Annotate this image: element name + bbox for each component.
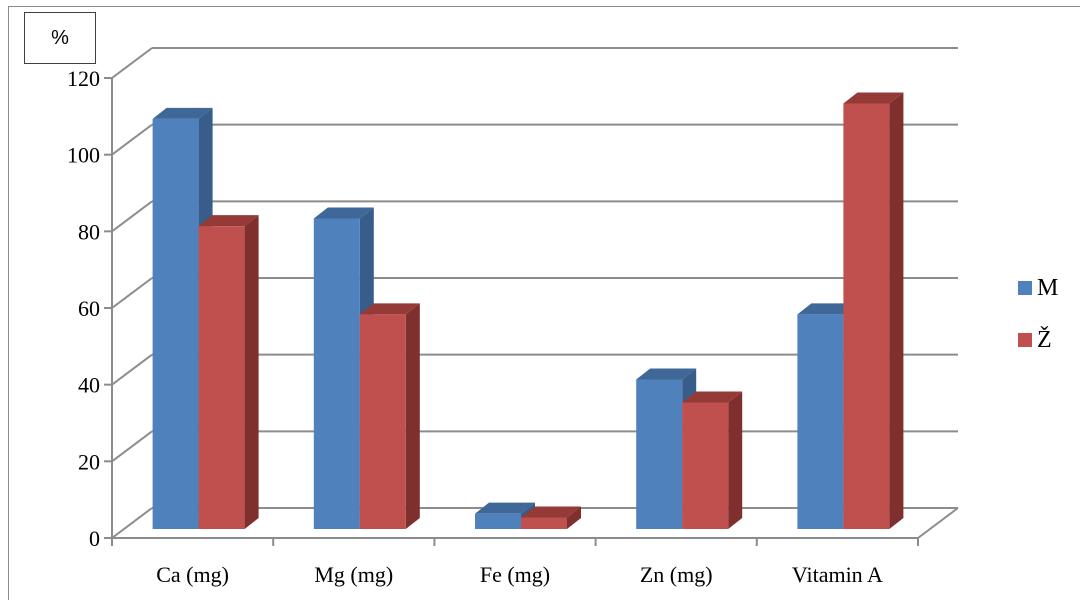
gridline-depth <box>111 47 153 79</box>
bar-top <box>475 502 535 514</box>
bar-Ž-Vitamin-A <box>843 92 904 529</box>
bar-top <box>797 303 858 315</box>
x-tick-label: Fe (mg) <box>480 562 550 587</box>
y-tick-label: 0 <box>89 526 100 551</box>
bar-front <box>313 218 360 529</box>
bar-side <box>728 391 743 529</box>
bar-Ž-Ca-(mg) <box>198 215 259 529</box>
y-tick-label: 40 <box>78 373 100 398</box>
bar-front <box>521 517 567 529</box>
x-axis-labels: Ca (mg) Mg (mg) Fe (mg) Zn (mg) Vitamin A <box>156 562 883 587</box>
bar-front <box>475 513 521 529</box>
x-tick-label: Zn (mg) <box>640 562 713 587</box>
bar-top <box>521 506 581 518</box>
legend-swatch-M <box>1018 281 1032 295</box>
bar-top <box>152 107 213 119</box>
gridline-depth <box>111 200 153 233</box>
bar-front <box>198 226 245 529</box>
gridline-depth <box>111 277 153 309</box>
bar-front <box>152 118 199 529</box>
legend: MŽ <box>1018 275 1058 353</box>
y-unit-label: % <box>24 12 96 64</box>
bar-Ž-Mg-(mg) <box>359 303 420 529</box>
y-tick-label: 60 <box>78 296 100 321</box>
bar-top <box>359 303 420 315</box>
bar-top <box>313 207 374 219</box>
y-axis: 0 20 40 60 80 100 120 <box>67 66 919 551</box>
x-tick-label: Ca (mg) <box>156 562 229 587</box>
x-tick-label: Vitamin A <box>792 562 883 587</box>
bar-side <box>567 506 581 529</box>
floor-edge <box>917 507 959 539</box>
legend-label-Ž: Ž <box>1037 327 1052 353</box>
bars <box>152 92 904 529</box>
bar-Ž-Zn-(mg) <box>682 391 743 529</box>
gridline-depth <box>111 123 153 156</box>
legend-label-M: M <box>1037 275 1058 301</box>
bar-front <box>636 379 683 529</box>
bar-front <box>359 314 406 529</box>
y-tick-label: 80 <box>78 219 100 244</box>
x-tick-label: Mg (mg) <box>314 562 393 587</box>
legend-swatch-Ž <box>1018 333 1032 347</box>
gridline-depth <box>111 507 153 539</box>
bar-side <box>889 92 904 529</box>
y-tick-label: 20 <box>78 449 100 474</box>
y-tick-label: 100 <box>67 143 100 168</box>
chart-area <box>8 6 1080 600</box>
bar-front <box>682 402 729 529</box>
bar-top <box>198 215 259 227</box>
bar-side <box>405 303 420 529</box>
bar-top <box>636 368 697 380</box>
bar-front <box>797 314 844 529</box>
bar-top <box>843 92 904 104</box>
y-tick-label: 120 <box>67 66 100 91</box>
gridline-depth <box>111 353 153 386</box>
bar-side <box>244 215 259 529</box>
bar-top <box>682 391 743 403</box>
bar-front <box>843 103 890 529</box>
bar-Ž-Fe-(mg) <box>521 506 581 529</box>
gridline-depth <box>111 430 153 463</box>
